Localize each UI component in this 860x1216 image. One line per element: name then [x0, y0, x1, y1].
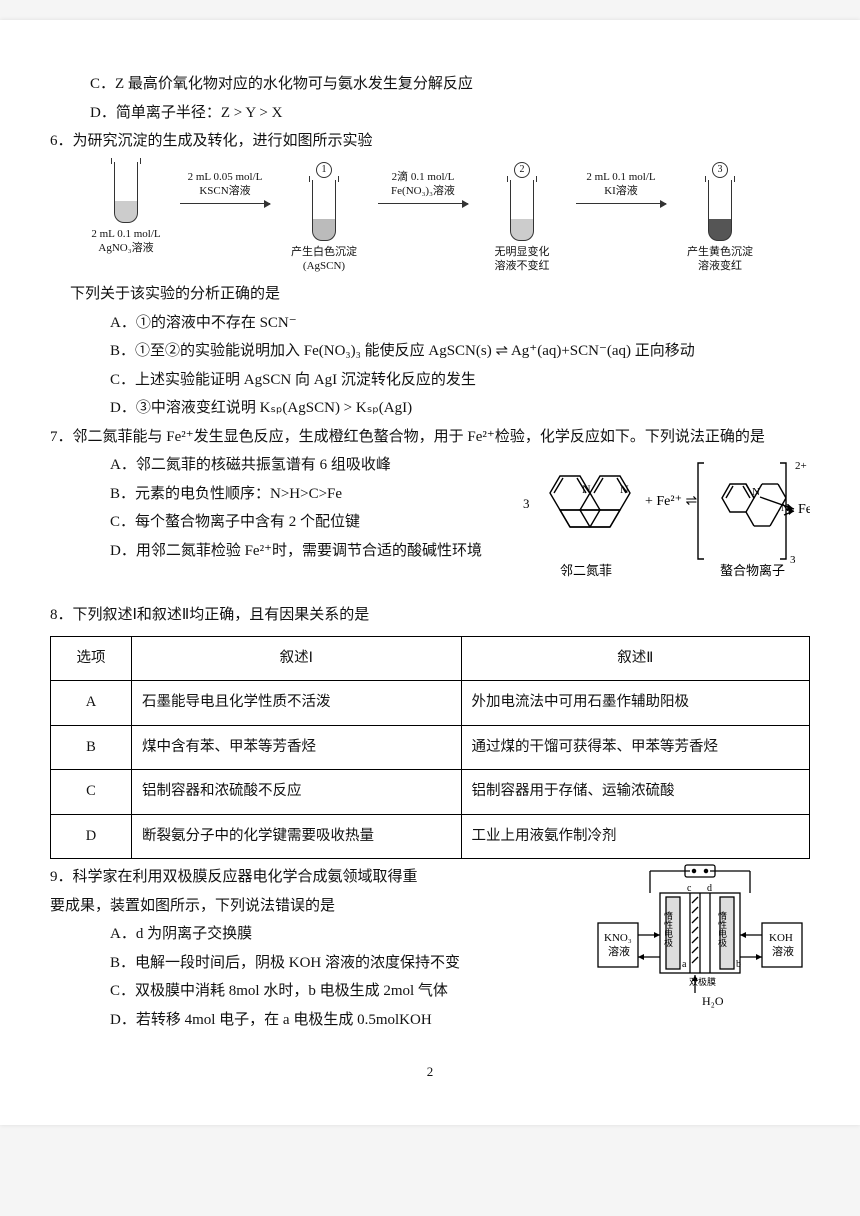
q6-option-b: B．①至②的实验能说明加入 Fe(NO₃)₃ 能使反应 AgSCN(s) ⇌ A…: [50, 337, 810, 366]
q7-option-a: A．邻二氮菲的核磁共振氢谱有 6 组吸收峰: [50, 451, 504, 480]
tube2-label: 产生白色沉淀 (AgSCN): [291, 245, 357, 275]
cell-stmt1: 铝制容器和浓硫酸不反应: [132, 770, 462, 815]
q6-prompt: 下列关于该实验的分析正确的是: [50, 280, 810, 309]
electrode-label-right: 惰性电极: [717, 910, 727, 948]
q5-option-c: C．Z 最高价氧化物对应的水化物可与氨水发生复分解反应: [50, 70, 810, 99]
fe-label: Fe: [798, 502, 810, 517]
cell-stmt2: 工业上用液氨作制冷剂: [461, 814, 809, 859]
label-c: c: [687, 883, 692, 894]
cell-opt: A: [51, 681, 132, 726]
test-tube-icon: [510, 180, 534, 241]
electrode-label-left: 惰性电极: [663, 910, 673, 948]
cell-stmt2: 外加电流法中可用石墨作辅助阳极: [461, 681, 809, 726]
q9-option-d: D．若转移 4mol 电子，在 a 电极生成 0.5molKOH: [50, 1006, 576, 1035]
chelate-label: 螯合物离子: [720, 563, 785, 578]
tube1-label: 2 mL 0.1 mol/L AgNO₃溶液: [91, 227, 160, 257]
electrolysis-cell-icon: KNO₃ 溶液 KOH 溶液 惰性电极 惰性电极 a b c d 双极膜 H₂O: [590, 863, 810, 1013]
col-stmt1: 叙述Ⅰ: [132, 636, 462, 681]
cell-opt: D: [51, 814, 132, 859]
phenanthroline-label: 邻二氮菲: [560, 563, 612, 578]
svg-text:N: N: [620, 482, 629, 496]
charge-2plus: 2+: [795, 460, 807, 472]
cell-stmt2: 通过煤的干馏可获得苯、甲苯等芳香烃: [461, 725, 809, 770]
arrow-right-icon: [180, 203, 270, 204]
q7-option-d: D．用邻二氮菲检验 Fe²⁺时，需要调节合适的酸碱性环境: [50, 537, 504, 566]
cell-stmt1: 断裂氨分子中的化学键需要吸收热量: [132, 814, 462, 859]
col-stmt2: 叙述Ⅱ: [461, 636, 809, 681]
svg-text:N: N: [582, 482, 591, 496]
q6-option-c: C．上述实验能证明 AgSCN 向 AgI 沉淀转化反应的发生: [50, 366, 810, 395]
arrow3-text-bot: KI溶液: [604, 184, 638, 199]
tube4-label: 产生黄色沉淀 溶液变红: [687, 245, 753, 275]
table-header-row: 选项 叙述Ⅰ 叙述Ⅱ: [51, 636, 810, 681]
exam-page: C．Z 最高价氧化物对应的水化物可与氨水发生复分解反应 D．简单离子半径：Z >…: [0, 20, 860, 1125]
q6-stem: 6．为研究沉淀的生成及转化，进行如图所示实验: [50, 127, 810, 156]
svg-text:溶液: 溶液: [772, 944, 794, 958]
arrow1-text-bot: KSCN溶液: [199, 184, 250, 199]
membrane-label: 双极膜: [689, 976, 716, 987]
cell-opt: C: [51, 770, 132, 815]
left-solution-label: KNO₃: [604, 932, 632, 944]
arrow1-text-top: 2 mL 0.05 mol/L: [188, 170, 263, 185]
table-row: B 煤中含有苯、甲苯等芳香烃 通过煤的干馏可获得苯、甲苯等芳香烃: [51, 725, 810, 770]
q6-option-a: A．①的溶液中不存在 SCN⁻: [50, 309, 810, 338]
cell-stmt2: 铝制容器用于存储、运输浓硫酸: [461, 770, 809, 815]
table-row: D 断裂氨分子中的化学键需要吸收热量 工业上用液氨作制冷剂: [51, 814, 810, 859]
q7-option-b: B．元素的电负性顺序：N>H>C>Fe: [50, 480, 504, 509]
q9-stem-line2: 要成果，装置如图所示，下列说法错误的是: [50, 892, 576, 921]
arrow-right-icon: [378, 203, 468, 204]
cell-stmt1: 石墨能导电且化学性质不活泼: [132, 681, 462, 726]
table-row: C 铝制容器和浓硫酸不反应 铝制容器用于存储、运输浓硫酸: [51, 770, 810, 815]
label-a: a: [682, 959, 687, 970]
label-b: b: [736, 959, 741, 970]
col-opt: 选项: [51, 636, 132, 681]
cell-opt: B: [51, 725, 132, 770]
q6-option-d: D．③中溶液变红说明 Kₛₚ(AgSCN) > Kₛₚ(AgI): [50, 394, 810, 423]
water-label: H₂O: [702, 994, 724, 1008]
plus-fe-equil: + Fe²⁺ ⇌: [645, 494, 697, 509]
q7-option-c: C．每个螯合物离子中含有 2 个配位键: [50, 508, 504, 537]
arrow3-text-top: 2 mL 0.1 mol/L: [586, 170, 655, 185]
page-number: 2: [50, 1034, 810, 1085]
arrow-right-icon: [576, 203, 666, 204]
arrow2-text-top: 2滴 0.1 mol/L: [392, 170, 455, 185]
label-d: d: [707, 883, 712, 894]
q6-diagram: 2 mL 0.1 mol/L AgNO₃溶液 2 mL 0.05 mol/L K…: [50, 156, 810, 281]
q9-option-b: B．电解一段时间后，阴极 KOH 溶液的浓度保持不变: [50, 949, 576, 978]
q9-figure: KNO₃ 溶液 KOH 溶液 惰性电极 惰性电极 a b c d 双极膜 H₂O: [590, 863, 810, 1021]
q5-option-d: D．简单离子半径：Z > Y > X: [50, 99, 810, 128]
svg-text:溶液: 溶液: [608, 944, 630, 958]
test-tube-icon: [312, 180, 336, 241]
phenanthroline-structure-icon: N N 3 + Fe²⁺ ⇌: [520, 455, 810, 585]
test-tube-icon: [114, 162, 138, 223]
q8-stem: 8．下列叙述Ⅰ和叙述Ⅱ均正确，且有因果关系的是: [50, 601, 810, 630]
q9-stem-line1: 9．科学家在利用双极膜反应器电化学合成氨领域取得重: [50, 863, 576, 892]
coeff-3: 3: [523, 496, 530, 511]
right-solution-label: KOH: [769, 932, 793, 944]
q7-stem: 7．邻二氮菲能与 Fe²⁺发生显色反应，生成橙红色螯合物，用于 Fe²⁺检验，化…: [50, 423, 810, 452]
tube3-label: 无明显变化 溶液不变红: [495, 245, 550, 275]
table-row: A 石墨能导电且化学性质不活泼 外加电流法中可用石墨作辅助阳极: [51, 681, 810, 726]
test-tube-icon: [708, 180, 732, 241]
subscript-3: 3: [790, 554, 796, 566]
q9-option-c: C．双极膜中消耗 8mol 水时，b 电极生成 2mol 气体: [50, 977, 576, 1006]
cell-stmt1: 煤中含有苯、甲苯等芳香烃: [132, 725, 462, 770]
q8-table: 选项 叙述Ⅰ 叙述Ⅱ A 石墨能导电且化学性质不活泼 外加电流法中可用石墨作辅助…: [50, 636, 810, 860]
q9-option-a: A．d 为阴离子交换膜: [50, 920, 576, 949]
arrow2-text-bot: Fe(NO₃)₃溶液: [391, 184, 455, 199]
q7-figure: N N 3 + Fe²⁺ ⇌: [520, 451, 810, 585]
svg-text:N: N: [752, 486, 760, 498]
